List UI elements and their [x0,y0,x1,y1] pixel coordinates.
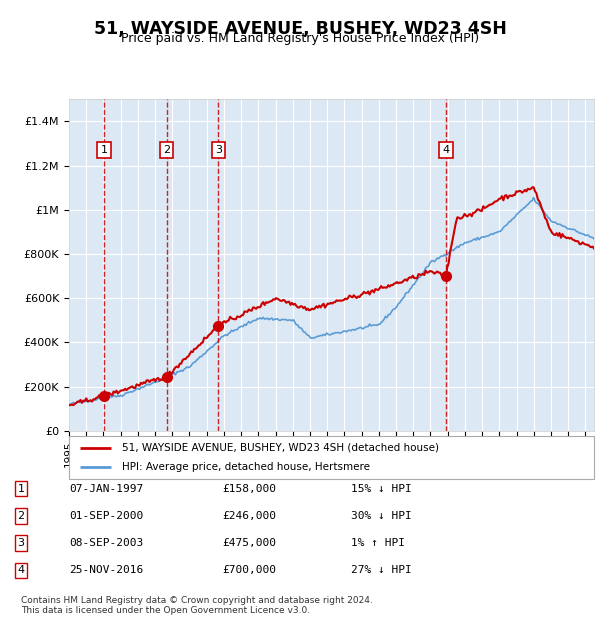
Text: 1% ↑ HPI: 1% ↑ HPI [351,538,405,548]
Text: 27% ↓ HPI: 27% ↓ HPI [351,565,412,575]
Text: £246,000: £246,000 [222,511,276,521]
Text: 4: 4 [442,145,449,155]
Text: 07-JAN-1997: 07-JAN-1997 [69,484,143,494]
Text: 4: 4 [17,565,25,575]
Text: £475,000: £475,000 [222,538,276,548]
Text: 3: 3 [17,538,25,548]
Text: 08-SEP-2003: 08-SEP-2003 [69,538,143,548]
Text: 1: 1 [100,145,107,155]
FancyBboxPatch shape [69,436,594,479]
Text: 51, WAYSIDE AVENUE, BUSHEY, WD23 4SH (detached house): 51, WAYSIDE AVENUE, BUSHEY, WD23 4SH (de… [121,443,439,453]
Text: HPI: Average price, detached house, Hertsmere: HPI: Average price, detached house, Hert… [121,463,370,472]
Text: 15% ↓ HPI: 15% ↓ HPI [351,484,412,494]
Text: £158,000: £158,000 [222,484,276,494]
Text: 25-NOV-2016: 25-NOV-2016 [69,565,143,575]
Text: 1: 1 [17,484,25,494]
Text: Price paid vs. HM Land Registry's House Price Index (HPI): Price paid vs. HM Land Registry's House … [121,32,479,45]
Text: 01-SEP-2000: 01-SEP-2000 [69,511,143,521]
Text: 2: 2 [163,145,170,155]
Text: 3: 3 [215,145,222,155]
Text: 51, WAYSIDE AVENUE, BUSHEY, WD23 4SH: 51, WAYSIDE AVENUE, BUSHEY, WD23 4SH [94,20,506,38]
Text: 30% ↓ HPI: 30% ↓ HPI [351,511,412,521]
Text: 2: 2 [17,511,25,521]
Text: £700,000: £700,000 [222,565,276,575]
Text: Contains HM Land Registry data © Crown copyright and database right 2024.
This d: Contains HM Land Registry data © Crown c… [21,596,373,615]
